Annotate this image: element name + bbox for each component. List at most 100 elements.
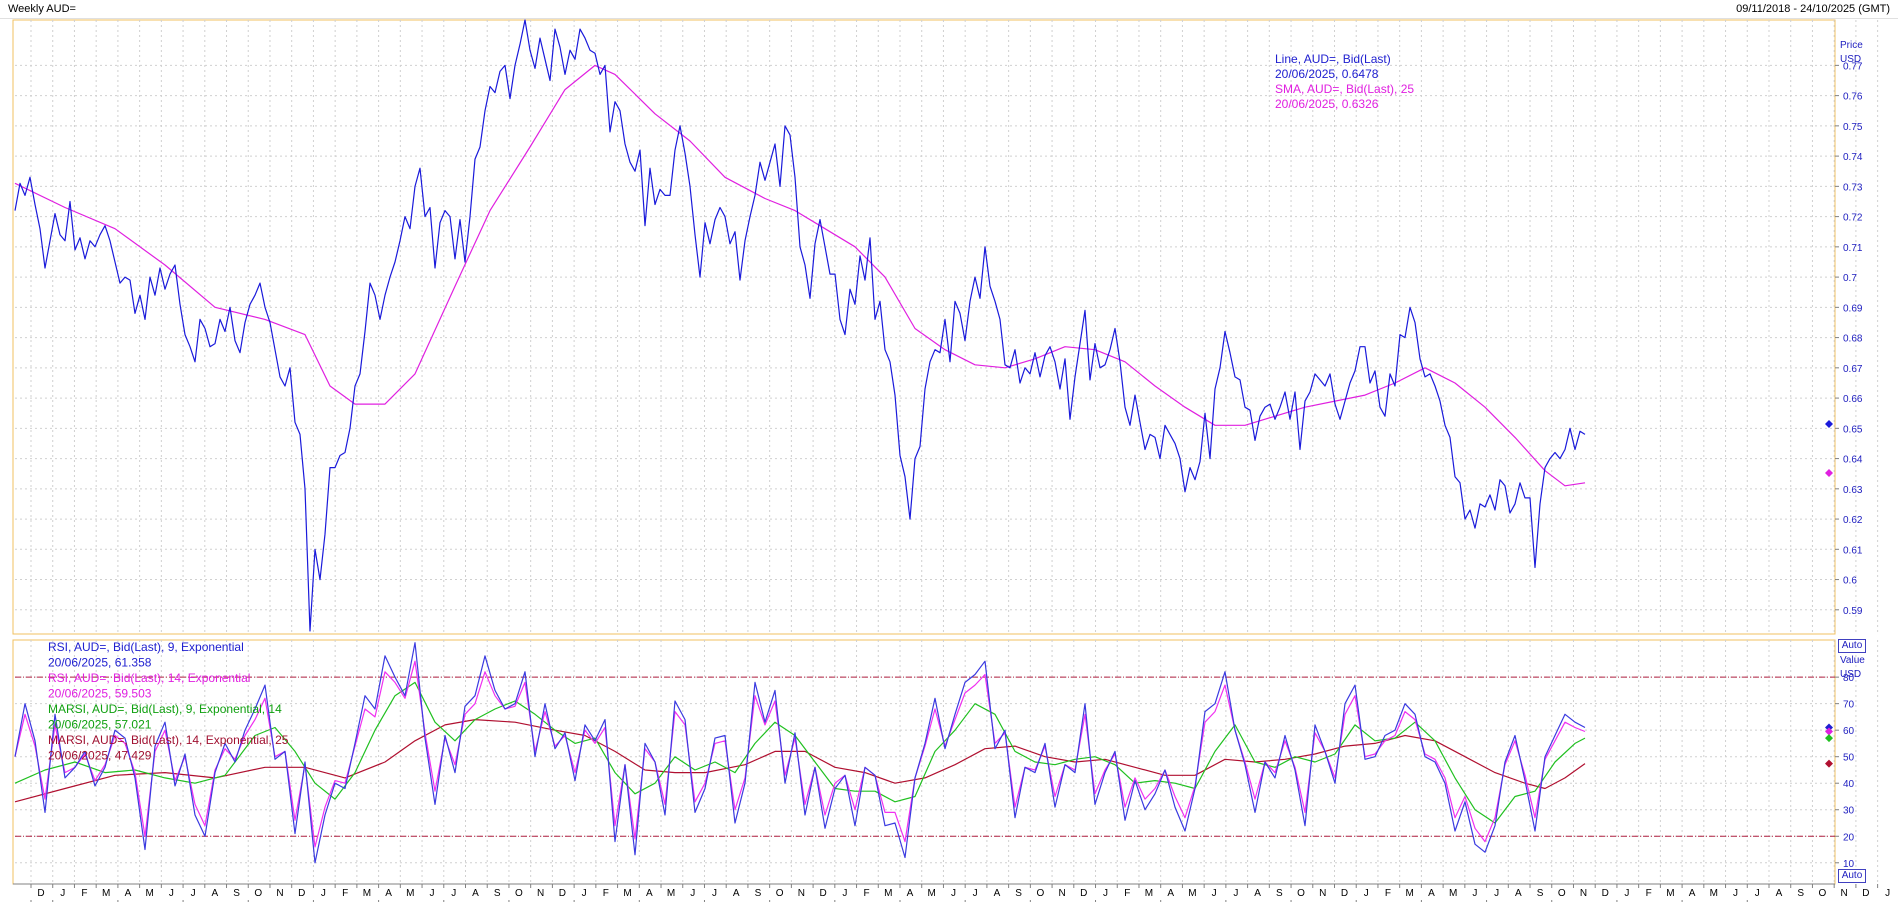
x-month-label: J xyxy=(973,888,978,899)
x-month-label: N xyxy=(1841,888,1848,899)
x-month-label: A xyxy=(1689,888,1696,899)
x-month-label: S xyxy=(233,888,240,899)
price-y-tick-label: 0.77 xyxy=(1843,61,1863,72)
x-month-label: A xyxy=(385,888,392,899)
x-month-label: J xyxy=(1212,888,1217,899)
x-month-label: A xyxy=(646,888,653,899)
window-title-bar: Weekly AUD= 09/11/2018 - 24/10/2025 (GMT… xyxy=(0,0,1898,19)
x-month-label: F xyxy=(603,888,609,899)
x-month-label: J xyxy=(1733,888,1738,899)
x-month-label: J xyxy=(842,888,847,899)
x-month-label: J xyxy=(1103,888,1108,899)
marsi14-line xyxy=(14,719,1586,803)
x-month-label: A xyxy=(733,888,740,899)
x-month-label: A xyxy=(994,888,1001,899)
x-month-label: J xyxy=(60,888,65,899)
rsi-y-ticks: 10 20 30 40 50 60 70 80 xyxy=(1835,673,1855,870)
sma-last-marker xyxy=(1825,469,1833,477)
x-month-label: A xyxy=(1776,888,1783,899)
x-month-label: J xyxy=(712,888,717,899)
x-month-label: M xyxy=(1406,888,1414,899)
x-month-label: N xyxy=(1058,888,1065,899)
x-month-label: J xyxy=(1233,888,1238,899)
price-line xyxy=(14,19,1586,632)
price-y-tick-label: 0.71 xyxy=(1843,243,1863,254)
x-month-label: N xyxy=(276,888,283,899)
x-month-label: D xyxy=(298,888,305,899)
price-grid xyxy=(15,20,1879,634)
price-axis-unit: USD xyxy=(1840,54,1861,65)
x-month-label: M xyxy=(1449,888,1457,899)
price-y-tick-label: 0.68 xyxy=(1843,334,1863,345)
x-month-label: D xyxy=(1341,888,1348,899)
x-month-label: M xyxy=(363,888,371,899)
rsi-panel: 10 20 30 40 50 60 70 80 Value USD RSI, AUD=, Bi… xyxy=(12,639,1879,885)
x-month-label: A xyxy=(211,888,218,899)
x-month-label: A xyxy=(907,888,914,899)
x-month-label: M xyxy=(1666,888,1674,899)
rsi-legend-line: 20/06/2025, 61.358 xyxy=(48,656,152,670)
rsi-y-tick-label: 30 xyxy=(1843,806,1855,817)
price-auto-scale-button[interactable]: Auto xyxy=(1838,639,1866,653)
x-month-label: O xyxy=(1558,888,1566,899)
x-month-label: N xyxy=(1580,888,1587,899)
x-month-label: D xyxy=(1862,888,1869,899)
x-month-label: M xyxy=(102,888,110,899)
date-range: 09/11/2018 - 24/10/2025 (GMT) xyxy=(1736,3,1890,15)
x-month-label: M xyxy=(1710,888,1718,899)
price-y-tick-label: 0.73 xyxy=(1843,182,1863,193)
rsi-y-tick-label: 70 xyxy=(1843,700,1855,711)
price-y-tick-label: 0.7 xyxy=(1843,273,1857,284)
x-month-label: J xyxy=(1494,888,1499,899)
x-month-label: A xyxy=(1515,888,1522,899)
x-month-label: M xyxy=(145,888,153,899)
rsi-legend-line: 20/06/2025, 57.021 xyxy=(48,718,152,732)
rsi-auto-scale-button[interactable]: Auto xyxy=(1838,869,1866,883)
x-month-label: M xyxy=(406,888,414,899)
rsi-y-tick-label: 50 xyxy=(1843,753,1855,764)
rsi-grid xyxy=(15,640,1879,884)
price-y-tick-label: 0.69 xyxy=(1843,303,1863,314)
x-month-label: M xyxy=(884,888,892,899)
x-month-label: A xyxy=(472,888,479,899)
x-month-label: O xyxy=(1819,888,1827,899)
price-y-tick-label: 0.76 xyxy=(1843,92,1863,103)
rsi-axis-title: Value xyxy=(1840,655,1865,666)
x-month-label: F xyxy=(1124,888,1130,899)
x-month-label: M xyxy=(1188,888,1196,899)
rsi-series xyxy=(14,642,1833,864)
x-month-label: O xyxy=(254,888,262,899)
price-y-tick-label: 0.66 xyxy=(1843,394,1863,405)
x-month-label: J xyxy=(582,888,587,899)
rsi-y-tick-label: 20 xyxy=(1843,832,1855,843)
x-month-label: J xyxy=(1755,888,1760,899)
chart-canvas[interactable]: 0.59 0.6 0.61 0.62 0.63 0.64 0.65 0.66 0.67 0.68 0… xyxy=(0,18,1898,902)
x-month-label: O xyxy=(1036,888,1044,899)
price-legend: Line, AUD=, Bid(Last)20/06/2025, 0.6478S… xyxy=(1275,52,1414,111)
x-month-label: M xyxy=(623,888,631,899)
x-month-label: J xyxy=(1624,888,1629,899)
sma-line xyxy=(14,64,1586,487)
price-legend-line: Line, AUD=, Bid(Last) xyxy=(1275,52,1391,66)
rsi-last-marker xyxy=(1825,759,1833,768)
price-y-tick-label: 0.65 xyxy=(1843,424,1863,435)
x-month-label: F xyxy=(1646,888,1652,899)
rsi-legend: RSI, AUD=, Bid(Last), 9, Exponential 20/0… xyxy=(48,640,289,763)
x-month-label: N xyxy=(1319,888,1326,899)
x-month-label: A xyxy=(125,888,132,899)
price-legend-line: 20/06/2025, 0.6326 xyxy=(1275,97,1379,111)
x-month-label: D xyxy=(1602,888,1609,899)
price-y-ticks: 0.59 0.6 0.61 0.62 0.63 0.64 0.65 0.66 0.67 0.68 0… xyxy=(1835,61,1863,617)
rsi-legend-line: MARSI, AUD=, Bid(Last), 9, Exponential, … xyxy=(48,702,282,716)
x-month-label: O xyxy=(776,888,784,899)
x-month-label: N xyxy=(798,888,805,899)
price-y-tick-label: 0.72 xyxy=(1843,213,1863,224)
x-month-label: M xyxy=(1145,888,1153,899)
x-month-label: N xyxy=(537,888,544,899)
x-month-label: J xyxy=(430,888,435,899)
x-month-label: J xyxy=(169,888,174,899)
price-y-tick-label: 0.74 xyxy=(1843,152,1863,163)
x-month-label: M xyxy=(667,888,675,899)
